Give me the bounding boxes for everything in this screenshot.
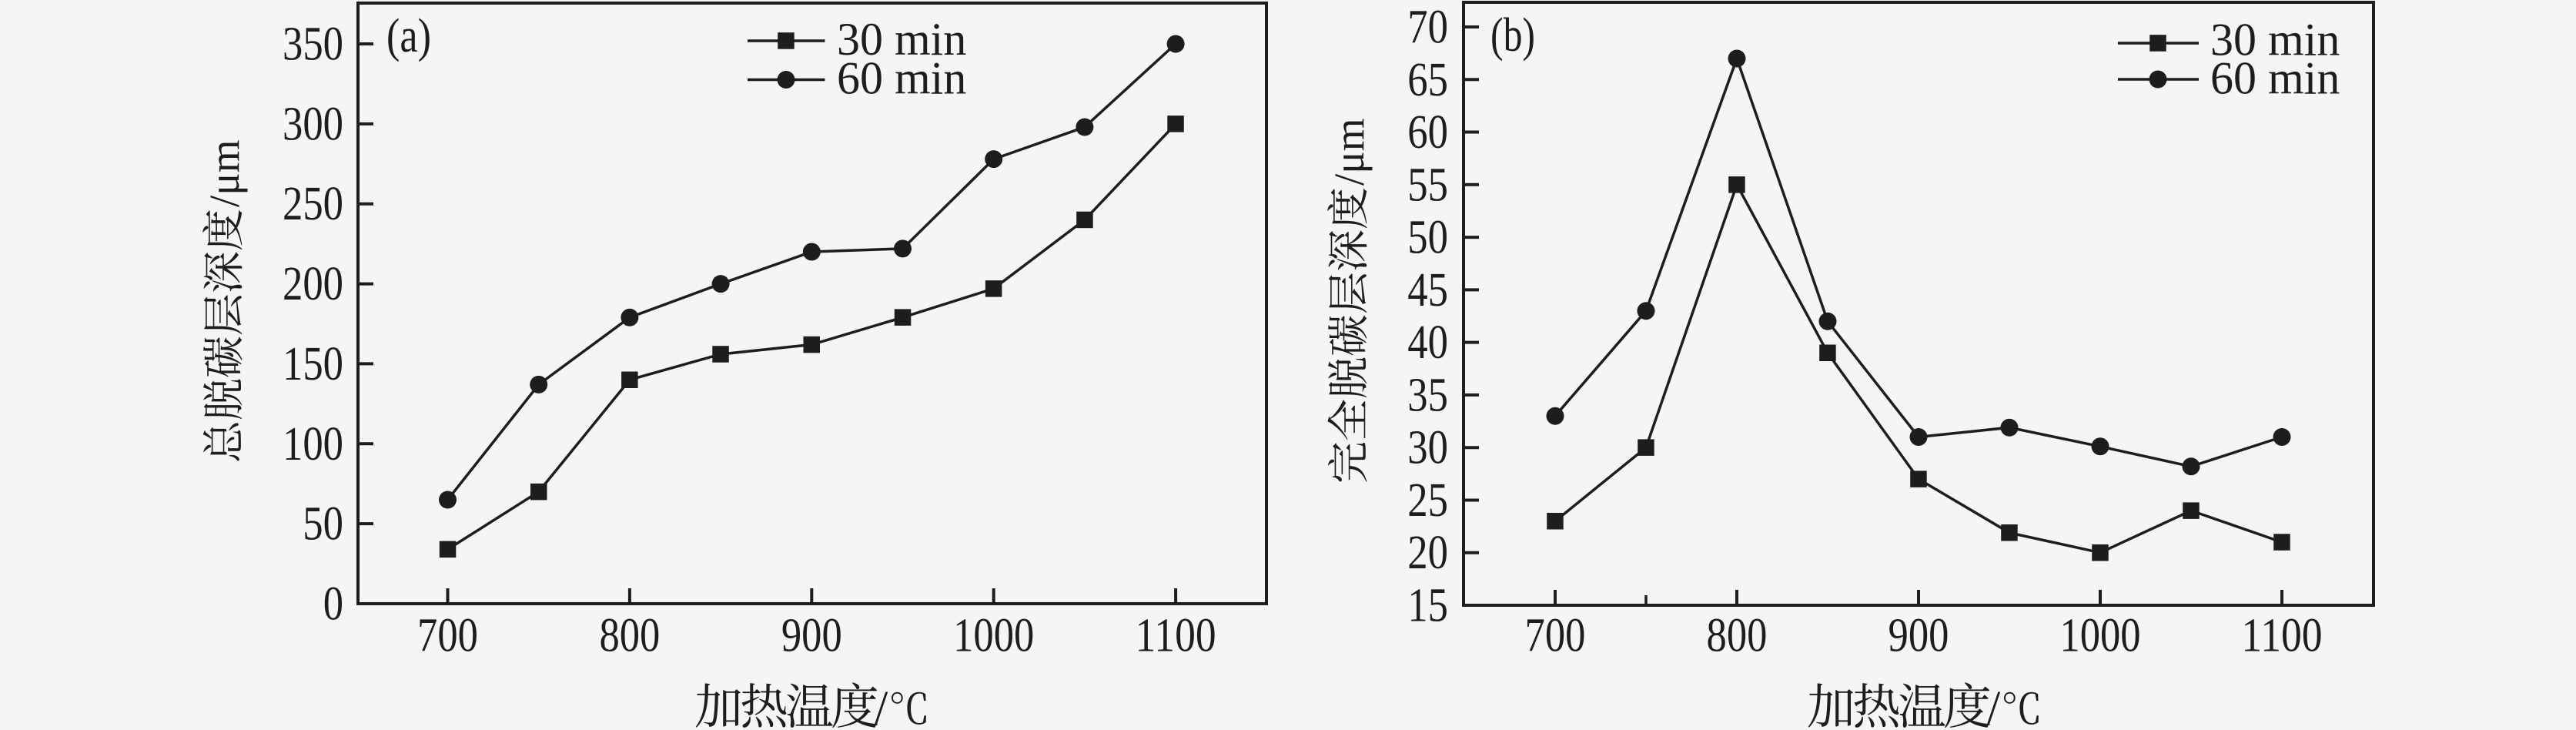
- svg-text:1000: 1000: [953, 610, 1034, 662]
- svg-text:/μm: /μm: [1326, 118, 1373, 186]
- svg-text:900: 900: [1889, 610, 1949, 662]
- svg-text:30 min: 30 min: [837, 14, 966, 65]
- svg-text:800: 800: [1707, 610, 1768, 662]
- svg-text:45: 45: [1407, 264, 1448, 316]
- svg-text:60: 60: [1407, 106, 1448, 159]
- svg-text:800: 800: [599, 610, 660, 662]
- svg-text:250: 250: [283, 178, 343, 230]
- svg-text:350: 350: [283, 18, 343, 71]
- svg-text:70: 70: [1407, 2, 1448, 54]
- svg-text:30 min: 30 min: [2210, 15, 2340, 65]
- svg-text:/: /: [1987, 682, 2001, 730]
- svg-text:300: 300: [283, 98, 343, 150]
- svg-text:/μm: /μm: [201, 139, 248, 207]
- svg-text:1000: 1000: [2059, 610, 2140, 662]
- svg-text:0: 0: [323, 578, 343, 631]
- svg-text:700: 700: [417, 610, 478, 662]
- svg-text:200: 200: [283, 258, 343, 310]
- svg-text:(b): (b): [1490, 9, 1535, 62]
- svg-text:40: 40: [1407, 316, 1448, 369]
- svg-text:65: 65: [1407, 54, 1448, 106]
- svg-text:55: 55: [1407, 159, 1448, 211]
- svg-text:700: 700: [1525, 610, 1586, 662]
- svg-text:20: 20: [1407, 527, 1448, 579]
- svg-text:60 min: 60 min: [837, 53, 966, 104]
- svg-text:1100: 1100: [2241, 610, 2322, 662]
- svg-text:900: 900: [781, 610, 842, 662]
- svg-text:/: /: [875, 682, 888, 730]
- svg-text:35: 35: [1407, 369, 1448, 421]
- svg-text:50: 50: [303, 498, 343, 551]
- svg-text:25: 25: [1407, 474, 1448, 527]
- svg-text:1100: 1100: [1136, 610, 1216, 662]
- svg-text:30: 30: [1407, 422, 1448, 474]
- svg-text:150: 150: [283, 338, 343, 390]
- svg-text:(a): (a): [386, 10, 431, 62]
- svg-text:50: 50: [1407, 212, 1448, 264]
- svg-text:60 min: 60 min: [2210, 53, 2340, 104]
- svg-text:100: 100: [283, 418, 343, 470]
- svg-text:15: 15: [1407, 580, 1448, 632]
